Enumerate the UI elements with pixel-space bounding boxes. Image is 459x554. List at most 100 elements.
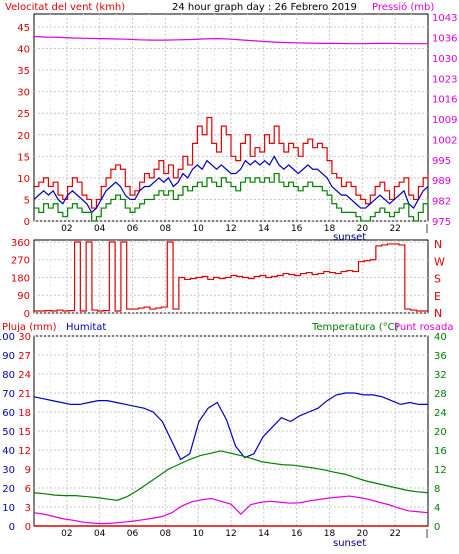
rain-tick-label: 9 [25,465,31,476]
temperature-line [33,450,429,501]
rain-axis-title: Pluja (mm) [2,322,57,333]
temperature-tick-label: 40 [434,332,447,343]
direction-tick-label: 0 [24,309,30,320]
direction-tick-label: 180 [11,273,30,284]
wind-tick-label: 25 [17,109,30,120]
temperature-tick-label: 12 [434,465,447,476]
x-tick-label: 22 [389,224,400,234]
wind-tick-label: 5 [24,195,30,206]
wind-tick-label: 10 [17,174,30,185]
temperature-tick-label: 8 [434,484,440,495]
x-tick-label: 22 [389,529,400,539]
x-tick-label: 06 [127,529,139,539]
direction-grid [34,240,428,314]
rain-tick-label: 0 [25,522,31,533]
x-tick-label: 18 [324,224,336,234]
x-tick-end: | [425,224,428,234]
direction-tick-label: 360 [11,238,30,249]
compass-label: S [434,273,441,286]
x-tick-label: 20 [357,529,369,539]
x-tick-label: 18 [324,529,336,539]
humidity-axis-title: Humitat [66,322,106,333]
humidity-tick-label: 70 [2,389,15,400]
temperature-tick-label: 28 [434,389,447,400]
temperature-tick-label: 36 [434,351,447,362]
temperature-tick-label: 4 [434,503,440,514]
pressure-tick-label: 982 [432,197,451,208]
direction-tick-label: 270 [11,256,30,267]
x-tick-label: 06 [127,224,139,234]
rain-tick-label: 24 [18,370,31,381]
pressure-tick-label: 1009 [432,115,457,126]
temperature-tick-label: 20 [434,427,447,438]
rain-tick-label: 27 [18,351,31,362]
dewpoint-axis-title: Punt rosada [394,322,453,333]
x-tick-label: 02 [61,224,72,234]
direction-tick-label: 90 [17,291,30,302]
pressure-tick-label: 995 [432,156,451,167]
wind-speed-line [33,155,429,214]
compass-label: N [434,238,442,251]
humidity-tick-label: 50 [2,427,15,438]
rain-tick-label: 6 [25,484,31,495]
rain-tick-label: 21 [18,389,31,400]
pressure-tick-label: 975 [432,217,451,228]
x-tick-label: 04 [94,529,106,539]
compass-label: W [434,255,445,268]
wind-tick-label: 15 [17,152,30,163]
x-tick-label: 08 [160,529,172,539]
x-tick-label: 20 [357,224,369,234]
humidity-line [33,392,428,461]
series-layer [33,35,429,527]
pressure-tick-label: 1043 [432,13,457,24]
pressure-tick-label: 1036 [432,33,457,44]
wind-tick-label: 0 [24,217,30,228]
temperature-axis-title: Temperatura (°C) [311,322,399,333]
dewpoint-line [33,495,429,525]
pressure-tick-label: 989 [432,176,451,187]
compass-label: N [434,307,442,320]
wind-min-line [34,172,429,222]
x-tick-label: 12 [225,224,236,234]
temperature-tick-label: 24 [434,408,447,419]
temperature-tick-label: 0 [434,522,440,533]
humidity-tick-label: 60 [2,408,15,419]
humidity-tick-label: 20 [2,484,15,495]
rain-tick-label: 30 [18,332,31,343]
sunset-label-top: sunset [333,232,366,243]
wind-tick-label: 35 [17,66,30,77]
humidity-grid [34,335,428,527]
x-tick-label: 14 [258,529,270,539]
gust-line [34,116,429,209]
pressure-tick-label: 1023 [432,74,457,85]
wind-tick-label: 30 [17,88,30,99]
humidity-tick-label: 40 [2,446,15,457]
humidity-tick-label: 100 [0,332,15,343]
x-tick-label: 08 [160,224,172,234]
x-tick-label: 16 [291,529,303,539]
pressure-line [33,35,428,45]
pressure-tick-label: 1016 [432,95,457,106]
x-tick-label: 10 [192,224,204,234]
humidity-tick-label: 0 [9,522,15,533]
wind-tick-label: 45 [17,23,30,34]
rain-tick-label: 15 [18,427,31,438]
wind-tick-label: 20 [17,131,30,142]
rain-tick-label: 3 [25,503,31,514]
temperature-tick-label: 32 [434,370,447,381]
humidity-tick-label: 10 [2,503,15,514]
wind-tick-label: 40 [17,45,30,56]
x-tick-label: 04 [94,224,106,234]
sunset-label-bottom: sunset [333,538,366,549]
x-tick-label: 02 [61,529,72,539]
x-tick-label: 16 [291,224,303,234]
rain-tick-label: 12 [18,446,31,457]
pressure-tick-label: 1002 [432,135,457,146]
rain-tick-label: 18 [18,408,31,419]
humidity-tick-label: 80 [2,370,15,381]
x-tick-label: 10 [192,529,204,539]
compass-label: E [434,290,441,303]
temperature-tick-label: 16 [434,446,447,457]
x-tick-label: 14 [258,224,270,234]
